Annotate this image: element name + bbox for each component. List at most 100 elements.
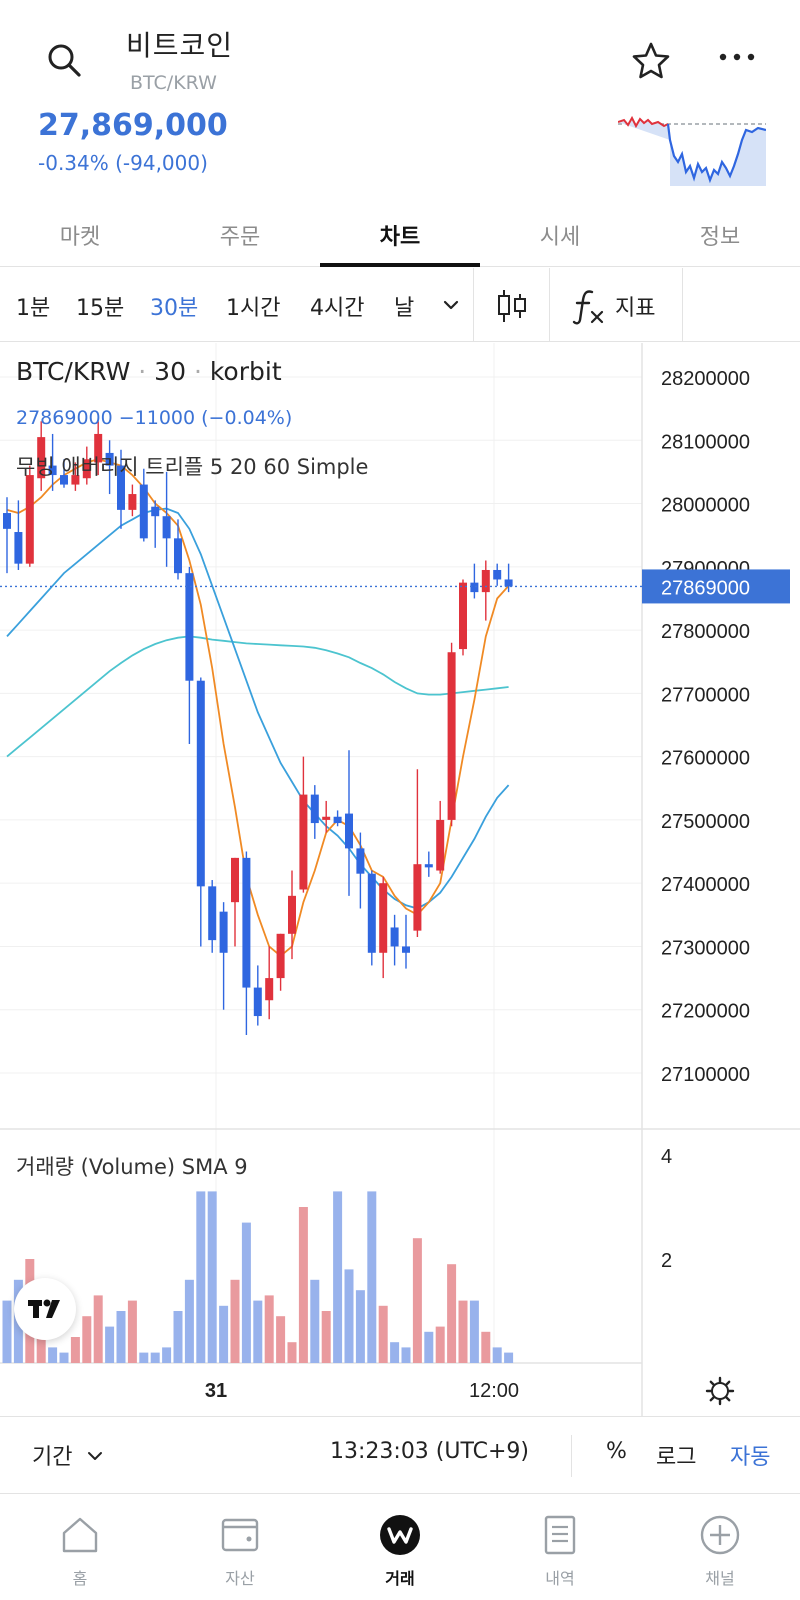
candle[interactable] — [322, 800, 331, 833]
candle[interactable] — [288, 870, 296, 960]
interval-1m[interactable]: 1분 — [16, 296, 51, 321]
channel-icon — [700, 1515, 740, 1555]
tab-quote[interactable]: 시세 — [539, 225, 581, 250]
candle[interactable] — [299, 756, 308, 893]
candle-body — [71, 475, 80, 485]
candle[interactable] — [379, 876, 388, 979]
candle[interactable] — [310, 785, 319, 839]
candle[interactable] — [470, 563, 479, 599]
candle[interactable] — [14, 500, 23, 570]
candle[interactable] — [105, 440, 114, 495]
volume-bar — [241, 1222, 251, 1363]
chevron-down-icon[interactable] — [440, 294, 462, 316]
nav-assets[interactable]: 자산 — [160, 1495, 320, 1600]
candle[interactable] — [402, 914, 410, 969]
candle[interactable] — [367, 870, 376, 966]
tab-market[interactable]: 마켓 — [59, 225, 101, 250]
tab-order[interactable]: 주문 — [219, 225, 261, 250]
auto-toggle[interactable]: 자동 — [730, 1445, 771, 1470]
interval-4h[interactable]: 4시간 — [310, 296, 365, 321]
candle-body — [413, 864, 422, 931]
candle[interactable] — [219, 902, 228, 1010]
percent-toggle[interactable]: % — [606, 1439, 627, 1464]
candle[interactable] — [242, 851, 251, 1036]
candle[interactable] — [117, 449, 125, 529]
volume-legend[interactable]: 거래량 (Volume) SMA 9 — [16, 1155, 248, 1179]
volume-bar — [355, 1290, 365, 1363]
nav-trade[interactable]: 거래 — [320, 1495, 480, 1600]
log-toggle[interactable]: 로그 — [656, 1445, 697, 1470]
interval-day[interactable]: 날 — [394, 296, 415, 321]
candle[interactable] — [174, 519, 182, 580]
candle[interactable] — [196, 677, 205, 947]
candle[interactable] — [265, 946, 274, 1020]
candle[interactable] — [139, 468, 148, 542]
period-selector[interactable]: 기간 — [32, 1445, 73, 1470]
candle[interactable] — [231, 857, 239, 947]
candle[interactable] — [436, 800, 445, 874]
divider — [549, 268, 550, 342]
volume-bar — [230, 1279, 240, 1363]
interval-15m[interactable]: 15분 — [76, 296, 125, 321]
chevron-down-icon[interactable] — [86, 1447, 104, 1465]
candle[interactable] — [447, 642, 456, 827]
price-chart[interactable]: 28200000 28100000 28000000 27900000 27800000… — [0, 343, 800, 1416]
price-tick-label: 27800000 — [661, 621, 750, 643]
candle[interactable] — [208, 880, 217, 953]
candle[interactable] — [253, 965, 262, 1026]
candle[interactable] — [424, 851, 433, 877]
nav-history[interactable]: 내역 — [480, 1495, 640, 1600]
nav-home[interactable]: 홈 — [0, 1495, 160, 1600]
tab-chart[interactable]: 차트 — [320, 205, 480, 267]
candle[interactable] — [60, 459, 68, 488]
candle-body — [242, 857, 251, 988]
interval-1h[interactable]: 1시간 — [226, 296, 281, 321]
price-tick-label: 27500000 — [661, 811, 750, 833]
candle-body — [345, 813, 353, 849]
candle[interactable] — [37, 421, 46, 491]
indicator-button[interactable]: 지표 — [615, 296, 656, 321]
candle[interactable] — [94, 421, 103, 476]
chart-settings-icon[interactable] — [705, 1376, 735, 1406]
candle[interactable] — [71, 462, 80, 491]
candle[interactable] — [481, 560, 490, 621]
star-icon[interactable] — [630, 40, 672, 82]
candle-body — [493, 569, 502, 580]
candle-body — [231, 857, 239, 903]
volume-bar — [82, 1316, 92, 1363]
candle[interactable] — [390, 914, 399, 966]
candle-body — [253, 987, 262, 1017]
candle[interactable] — [25, 465, 34, 567]
candle[interactable] — [333, 810, 342, 827]
candle-type-icon[interactable] — [494, 286, 530, 326]
candle[interactable] — [413, 769, 422, 937]
nav-channel[interactable]: 채널 — [640, 1495, 800, 1600]
candle[interactable] — [459, 579, 467, 656]
search-icon[interactable] — [44, 40, 84, 80]
chart-canvas[interactable]: 2820000028100000280000002790000027800000… — [0, 343, 800, 1416]
sparkline-chart — [618, 115, 766, 186]
ma-legend[interactable]: 무빙 애버리지 트리플 5 20 60 Simple — [16, 455, 369, 479]
indicator-icon[interactable] — [570, 286, 608, 326]
candle[interactable] — [128, 484, 137, 517]
candle[interactable] — [345, 750, 353, 896]
price-tick-label: 27400000 — [661, 874, 750, 896]
candle[interactable] — [3, 497, 11, 574]
candle[interactable] — [82, 446, 91, 485]
volume-bar — [287, 1342, 297, 1363]
more-icon[interactable] — [715, 42, 759, 72]
candle[interactable] — [185, 566, 194, 744]
tradingview-logo[interactable] — [14, 1278, 76, 1340]
price-change: -0.34% (-94,000) — [38, 151, 208, 175]
tab-info[interactable]: 정보 — [699, 225, 741, 250]
candle[interactable] — [356, 832, 365, 909]
volume-bar — [116, 1311, 126, 1363]
volume-bar — [492, 1347, 502, 1363]
candle[interactable] — [162, 471, 171, 567]
candle[interactable] — [504, 563, 513, 593]
candle[interactable] — [151, 500, 160, 548]
interval-30m[interactable]: 30분 — [150, 296, 199, 321]
candle[interactable] — [493, 563, 502, 586]
candle[interactable] — [48, 433, 57, 491]
candle[interactable] — [276, 933, 285, 991]
